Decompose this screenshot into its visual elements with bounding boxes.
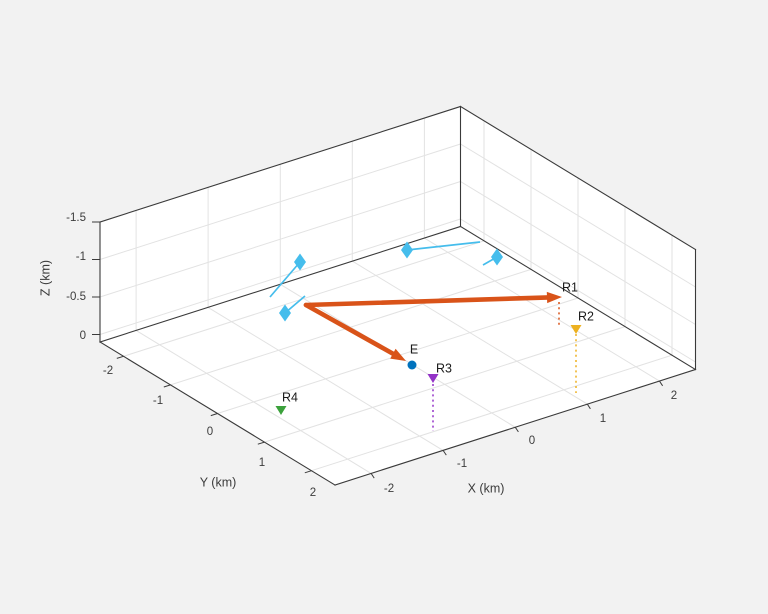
x-tick-mark <box>514 427 519 433</box>
marker-triangle-r2 <box>570 325 582 334</box>
beam-e-line <box>303 302 401 359</box>
left-wall-z-grid-line <box>99 218 461 335</box>
z-tick-label: -0.5 <box>66 291 86 303</box>
y-axis-label: Y (km) <box>200 475 237 489</box>
y-tick-mark <box>210 413 218 417</box>
floor-grid-line-x <box>352 260 588 405</box>
floor-grid-line-x <box>424 237 660 382</box>
grid-lines <box>99 106 696 474</box>
right-wall-z-grid-line <box>460 218 696 363</box>
x-tick-label: -1 <box>457 458 467 470</box>
right-wall-z-grid-line <box>460 143 696 288</box>
beam-r1-arrowhead <box>546 291 562 304</box>
marker-circle-e <box>407 360 417 370</box>
y-tick-mark <box>304 470 312 474</box>
marker-diamond-platform-1 <box>294 253 306 271</box>
y-tick-label: 1 <box>259 457 265 469</box>
y-tick-label: 2 <box>310 487 316 499</box>
left-wall-z-grid-line <box>99 143 461 260</box>
marker-triangle-r3 <box>427 374 439 383</box>
left-wall-z-grid-line <box>99 181 461 298</box>
y-tick-mark <box>257 441 265 445</box>
marker-diamond-platform-2 <box>401 241 413 259</box>
x-tick-mark <box>659 380 664 387</box>
x-axis-label: X (km) <box>468 481 505 495</box>
x-tick-label: 2 <box>671 390 677 402</box>
beam-e-arrowhead <box>390 348 406 361</box>
x-tick-mark <box>586 403 591 410</box>
tick-marks <box>92 221 664 479</box>
box-edge <box>99 105 462 223</box>
marker-diamond-platform-3 <box>491 248 503 266</box>
point-label-r4: R4 <box>282 390 298 404</box>
y-tick-label: -1 <box>153 395 163 407</box>
marker-triangle-r4 <box>275 406 287 415</box>
z-tick-label: -1.5 <box>66 212 86 224</box>
traj-2 <box>406 241 481 251</box>
x-tick-mark <box>370 473 375 479</box>
z-tick-label: 0 <box>80 330 86 342</box>
box-edge <box>459 225 697 371</box>
traj-1 <box>269 261 301 298</box>
x-tick-label: 1 <box>600 413 606 425</box>
z-axis-label: Z (km) <box>38 260 52 296</box>
point-label-e: E <box>410 342 418 356</box>
beam-r1-line <box>303 294 556 308</box>
x-tick-label: -2 <box>384 483 394 495</box>
point-label-r2: R2 <box>578 309 594 323</box>
x-tick-label: 0 <box>529 435 535 447</box>
floor-grid-line-y <box>264 326 626 443</box>
floor-grid-line-y <box>311 354 673 472</box>
z-tick-label: -1 <box>76 251 86 263</box>
box-edge <box>334 368 697 486</box>
y-tick-label: -2 <box>103 365 113 377</box>
box-edge <box>459 105 697 251</box>
point-label-r1: R1 <box>562 280 578 294</box>
y-tick-mark <box>163 384 171 388</box>
x-tick-mark <box>442 450 447 456</box>
right-wall-z-grid-line <box>460 181 696 325</box>
y-tick-mark <box>116 355 124 359</box>
marker-diamond-platform-4 <box>279 304 291 322</box>
y-tick-label: 0 <box>207 426 213 438</box>
point-label-r3: R3 <box>436 361 452 375</box>
